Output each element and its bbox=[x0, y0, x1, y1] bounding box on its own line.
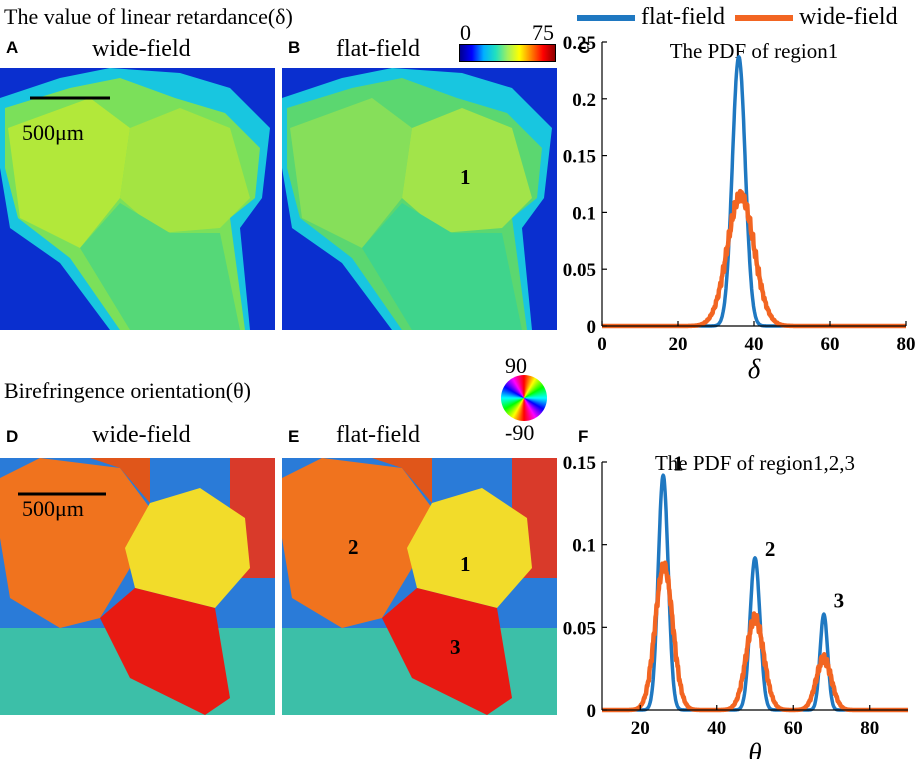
legend-wide-field-swatch bbox=[734, 15, 793, 22]
panel-a-letter: A bbox=[6, 38, 19, 57]
chart-f-peak-label: 2 bbox=[765, 537, 776, 561]
panel-a-retardance-map: 500μm bbox=[0, 68, 275, 330]
panel-d-letter: D bbox=[6, 427, 19, 446]
chart-c-y-tick-label: 0.2 bbox=[572, 90, 596, 111]
legend-flat-field-label: flat-field bbox=[641, 4, 725, 30]
panel-e-region-3: 3 bbox=[450, 635, 461, 659]
chart-f-x-tick-label: 40 bbox=[707, 718, 726, 739]
chart-c-y-tick-label: 0.15 bbox=[563, 147, 596, 168]
legend: flat-field wide-field bbox=[577, 4, 898, 31]
chart-f-peak-label: 1 bbox=[673, 451, 684, 475]
legend-flat-field-swatch bbox=[577, 15, 635, 22]
panel-e-letter: E bbox=[288, 427, 300, 446]
retardance-colorbar bbox=[459, 44, 556, 62]
chart-c-y-tick-label: 0 bbox=[587, 317, 597, 338]
panel-d-orientation-map: 500μm bbox=[0, 458, 275, 715]
chart-c-x-tick-label: 80 bbox=[897, 334, 916, 355]
chart-c-x-tick-label: 60 bbox=[821, 334, 840, 355]
chart-f-y-tick-label: 0 bbox=[587, 701, 597, 722]
chart-f-x-tick-label: 80 bbox=[860, 718, 879, 739]
chart-c-title: The PDF of region1 bbox=[670, 39, 839, 63]
orientation-section-title: Birefringence orientation(θ) bbox=[4, 378, 251, 403]
panel-e-caption: flat-field bbox=[336, 422, 420, 448]
chart-f-x-tick-label: 20 bbox=[631, 718, 650, 739]
chart-f-y-tick-label: 0.15 bbox=[563, 453, 596, 474]
panel-b-letter: B bbox=[288, 38, 301, 57]
chart-f-title: The PDF of region1,2,3 bbox=[655, 451, 855, 475]
panel-c-letter: C bbox=[578, 38, 591, 57]
panel-a-scalebar-label: 500μm bbox=[22, 120, 84, 145]
retardance-section-title: The value of linear retardance(δ) bbox=[4, 4, 293, 29]
legend-wide-field-label: wide-field bbox=[798, 4, 898, 30]
panel-a-caption: wide-field bbox=[92, 36, 191, 62]
chart-f-series-widefield bbox=[600, 560, 910, 713]
chart-f-peak-label: 3 bbox=[834, 588, 845, 612]
panel-e-orientation-map: 1 2 3 bbox=[282, 458, 557, 715]
panel-b-retardance-map: 1 bbox=[282, 68, 557, 330]
chart-f-y-tick-label: 0.1 bbox=[572, 536, 596, 557]
chart-c-x-label: δ bbox=[748, 354, 761, 384]
chart-f: The PDF of region1,2,3 20 40 60 80 0 0.05 0.1 0.… bbox=[563, 451, 910, 759]
panel-b-caption: flat-field bbox=[336, 36, 420, 62]
panel-e-region-1: 1 bbox=[460, 552, 471, 576]
chart-c-x-tick-label: 40 bbox=[745, 334, 764, 355]
colorbar-min-label: 0 bbox=[460, 20, 471, 45]
panel-d-scalebar-label: 500μm bbox=[22, 496, 84, 521]
panel-d-caption: wide-field bbox=[92, 422, 191, 448]
chart-c: The PDF of region1 0 20 40 60 80 0 0.05 0.1 0.15 0… bbox=[563, 33, 916, 384]
chart-c-x-tick-label: 20 bbox=[669, 334, 688, 355]
wheel-bottom-label: -90 bbox=[505, 420, 535, 445]
chart-f-x-tick-label: 60 bbox=[784, 718, 803, 739]
panel-f-letter: F bbox=[578, 427, 589, 446]
orientation-color-wheel bbox=[501, 375, 547, 421]
panel-b-region-1: 1 bbox=[460, 165, 471, 189]
chart-c-y-tick-label: 0.25 bbox=[563, 33, 596, 54]
chart-c-y-tick-label: 0.1 bbox=[572, 203, 596, 224]
chart-f-y-tick-label: 0.05 bbox=[563, 618, 596, 639]
wheel-top-label: 90 bbox=[505, 353, 527, 378]
chart-c-x-tick-label: 0 bbox=[597, 334, 607, 355]
chart-c-y-tick-label: 0.05 bbox=[563, 260, 596, 281]
chart-c-series-flatfield bbox=[600, 55, 908, 328]
colorbar-max-label: 75 bbox=[532, 20, 554, 45]
panel-e-region-2: 2 bbox=[348, 535, 359, 559]
chart-f-x-label: θ bbox=[748, 738, 761, 759]
